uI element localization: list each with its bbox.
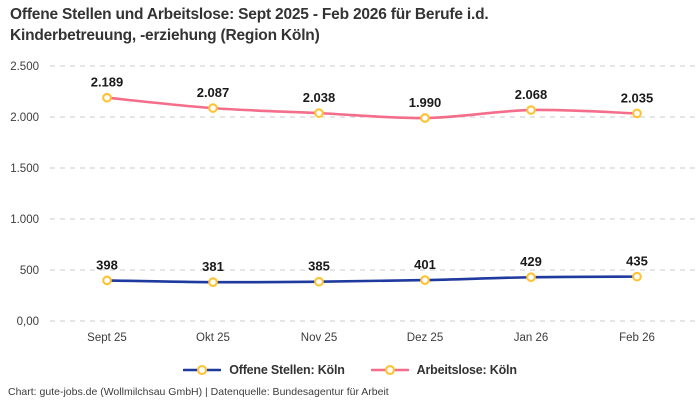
data-point-arbeitslose-k-ln-feb-26[interactable] xyxy=(632,108,642,119)
legend-label: Offene Stellen: Köln xyxy=(229,363,345,377)
legend-item-arbeitslose-k-ln[interactable]: Arbeitslose: Köln xyxy=(370,363,517,377)
data-point-arbeitslose-k-ln-sept-25[interactable] xyxy=(102,92,112,103)
data-label-offene-stellen-k-ln-feb-26: 435 xyxy=(626,254,648,269)
y-axis-tick-label: 0,00 xyxy=(17,316,39,328)
legend-line-marker-icon xyxy=(370,364,409,376)
chart-credit: Chart: gute-jobs.de (Wollmilchsau GmbH) … xyxy=(8,386,389,398)
x-axis-tick-label: Okt 25 xyxy=(196,332,230,344)
data-label-offene-stellen-k-ln-okt-25: 381 xyxy=(202,259,224,274)
data-point-offene-stellen-k-ln-okt-25[interactable] xyxy=(208,277,218,287)
x-axis-tick-label: Nov 25 xyxy=(301,332,337,344)
data-point-offene-stellen-k-ln-dez-25[interactable] xyxy=(420,275,430,285)
data-label-arbeitslose-k-ln-jan-26: 2.068 xyxy=(515,87,548,102)
data-point-arbeitslose-k-ln-okt-25[interactable] xyxy=(208,103,218,113)
series-line-offene-stellen-k-ln xyxy=(105,275,639,284)
chart-title: Offene Stellen und Arbeitslose: Sept 202… xyxy=(10,4,489,46)
x-axis-tick-label: Dez 25 xyxy=(407,332,443,344)
data-label-arbeitslose-k-ln-sept-25: 2.189 xyxy=(91,75,124,90)
data-point-offene-stellen-k-ln-feb-26[interactable] xyxy=(632,271,642,282)
y-axis-tick-label: 2.500 xyxy=(10,61,39,73)
y-axis-tick-label: 1.000 xyxy=(10,214,39,226)
data-label-offene-stellen-k-ln-dez-25: 401 xyxy=(414,257,436,272)
y-axis-tick-label: 500 xyxy=(20,265,39,277)
x-axis-tick-label: Jan 26 xyxy=(514,332,549,344)
legend-line-marker-icon xyxy=(183,364,222,376)
series-line-arbeitslose-k-ln xyxy=(105,96,639,120)
legend-item-offene-stellen-k-ln[interactable]: Offene Stellen: Köln xyxy=(183,363,345,377)
data-label-arbeitslose-k-ln-feb-26: 2.035 xyxy=(621,90,654,105)
data-point-arbeitslose-k-ln-jan-26[interactable] xyxy=(526,105,536,115)
data-point-offene-stellen-k-ln-nov-25[interactable] xyxy=(314,276,324,287)
chart-title-line1: Offene Stellen und Arbeitslose: Sept 202… xyxy=(10,6,489,23)
chart-title-line2: Kinderbetreuung, -erziehung (Region Köln… xyxy=(10,27,320,44)
data-label-arbeitslose-k-ln-dez-25: 1.990 xyxy=(409,95,442,110)
x-axis-tick-label: Sept 25 xyxy=(87,332,127,344)
x-axis-tick-label: Feb 26 xyxy=(619,332,655,344)
legend-label: Arbeitslose: Köln xyxy=(416,363,517,377)
y-axis-tick-label: 2.000 xyxy=(10,112,39,124)
data-label-offene-stellen-k-ln-sept-25: 398 xyxy=(96,257,118,272)
data-point-offene-stellen-k-ln-jan-26[interactable] xyxy=(526,272,536,283)
data-point-offene-stellen-k-ln-sept-25[interactable] xyxy=(102,275,112,286)
data-label-arbeitslose-k-ln-nov-25: 2.038 xyxy=(303,90,336,105)
data-point-arbeitslose-k-ln-nov-25[interactable] xyxy=(314,108,324,118)
data-label-offene-stellen-k-ln-jan-26: 429 xyxy=(520,254,542,269)
chart-legend: Offene Stellen: Köln Arbeitslose: Köln xyxy=(0,360,700,380)
y-axis-tick-label: 1.500 xyxy=(10,163,39,175)
data-label-arbeitslose-k-ln-okt-25: 2.087 xyxy=(197,85,230,100)
data-point-arbeitslose-k-ln-dez-25[interactable] xyxy=(420,113,430,123)
line-chart-plot-area: 0,00 500 1.000 1.500 2.000 2.500 Sept 25 Okt 25… xyxy=(10,61,698,344)
data-label-offene-stellen-k-ln-nov-25: 385 xyxy=(308,259,330,274)
